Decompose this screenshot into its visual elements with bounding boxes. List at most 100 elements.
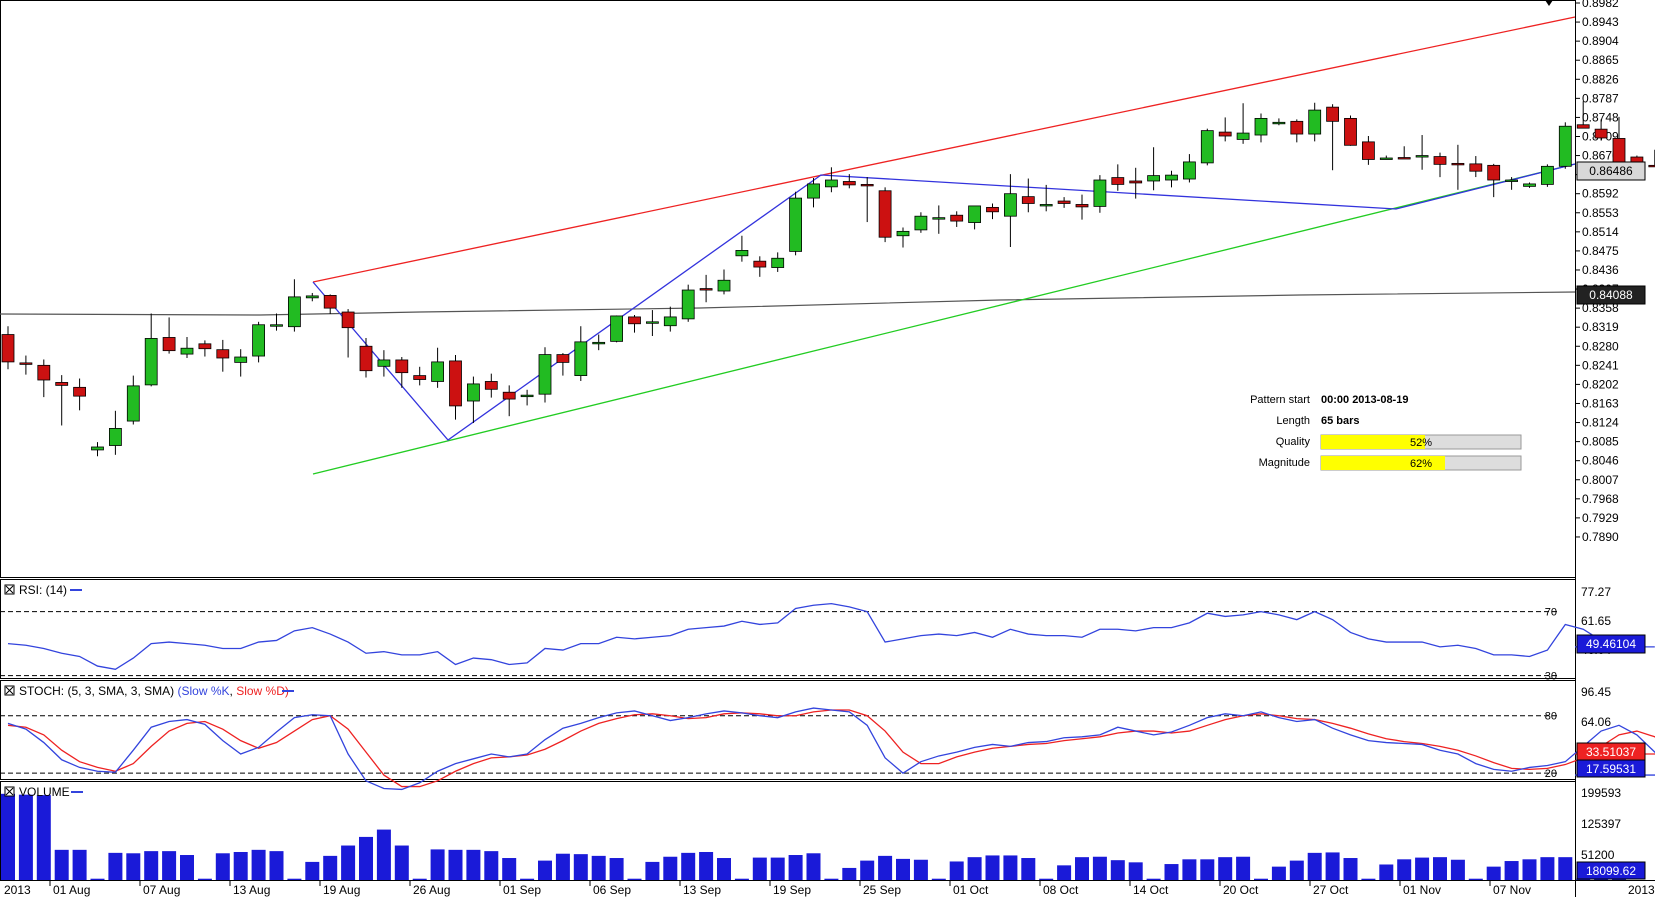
- candle-body: [323, 295, 337, 309]
- candle-body: [1, 334, 15, 363]
- candle-body: [1147, 175, 1160, 182]
- ma-path: [0, 291, 1576, 316]
- candle-body: [109, 428, 122, 446]
- price-tick-label: 0.8436: [1582, 263, 1619, 277]
- candle-body: [1004, 193, 1017, 217]
- stoch-title-prefix: STOCH: (5, 3, SMA, 3, SMA): [19, 684, 174, 698]
- volume-bar: [466, 849, 481, 880]
- volume-bar: [1397, 859, 1412, 880]
- candle-body: [126, 385, 140, 422]
- volume-bar: [896, 858, 910, 880]
- volume-bar: [1003, 855, 1018, 880]
- rsi-close-x-icon: [5, 585, 14, 594]
- quality-label: Quality: [1276, 436, 1311, 448]
- current-price-tag: 0.86486: [1576, 161, 1646, 181]
- volume-bar: [806, 853, 821, 880]
- price-tick-label: 0.8748: [1582, 110, 1619, 124]
- volume-bar: [788, 855, 803, 880]
- volume-bar: [1128, 862, 1143, 880]
- pattern-line: [312, 163, 1576, 441]
- candle-body: [180, 347, 194, 355]
- volume-tick-mid: 125397: [1581, 817, 1621, 831]
- price-tick-label: 0.8124: [1582, 416, 1619, 430]
- candle-body: [950, 214, 964, 222]
- rsi-current-tag: [1576, 634, 1646, 654]
- candle-body: [1165, 174, 1178, 181]
- volume-bar: [1110, 860, 1125, 880]
- x-tick-label: 01 Sep: [503, 883, 541, 897]
- current-price-label: 0.86486: [1589, 164, 1633, 178]
- x-tick-label: 25 Sep: [863, 883, 901, 897]
- stoch-tick-high: 96.45: [1581, 685, 1611, 699]
- volume-bar: [197, 878, 212, 880]
- candle-body: [1290, 120, 1304, 135]
- x-tick-label: 26 Aug: [413, 883, 450, 897]
- volume-bar: [717, 858, 731, 880]
- price-tick-label: 0.8787: [1582, 91, 1619, 105]
- volume-bar: [1200, 859, 1215, 880]
- candle-body: [1379, 157, 1393, 160]
- rsi-level-70-label: 70: [1545, 607, 1557, 619]
- rsi-line: [7, 602, 1655, 670]
- candle-body: [968, 205, 981, 223]
- candle-body: [1129, 180, 1143, 184]
- candle-body: [628, 316, 641, 325]
- x-tick-label: 01 Aug: [53, 883, 90, 897]
- volume-bar: [985, 855, 1000, 880]
- volume-bar: [54, 849, 69, 880]
- volume-bar: [609, 858, 624, 880]
- price-panel-frame: [0, 0, 1576, 578]
- volume-bar: [412, 878, 427, 880]
- price-tick-label: 0.8046: [1582, 454, 1619, 468]
- x-tick-label: 01 Oct: [953, 883, 989, 897]
- volume-bar: [860, 860, 875, 880]
- candle-body: [377, 359, 391, 367]
- price-tick-label: 0.8943: [1582, 15, 1619, 29]
- volume-bar: [323, 855, 338, 880]
- volume-bar: [627, 878, 642, 880]
- candle-body: [610, 315, 623, 342]
- volume-bar: [18, 794, 33, 880]
- candle-body: [305, 295, 319, 299]
- price-tick-label: 0.7890: [1582, 530, 1619, 544]
- magnitude-label: Magnitude: [1259, 457, 1310, 469]
- candle-body: [592, 341, 606, 345]
- volume-bar: [269, 851, 284, 880]
- candle-body: [270, 324, 283, 327]
- volume-bar: [1433, 857, 1447, 880]
- volume-bar: [770, 857, 785, 880]
- candle-body: [681, 289, 695, 320]
- stoch-k-line: [7, 707, 1655, 791]
- price-tick-label: 0.8553: [1582, 206, 1619, 220]
- moving-average-line: [0, 291, 1576, 316]
- volume-bar: [1182, 859, 1197, 880]
- volume-series: [1, 793, 1626, 880]
- stoch-close-x-icon: [5, 686, 14, 695]
- price-tick-label: 0.8241: [1582, 358, 1619, 372]
- volume-tick-high: 199593: [1581, 786, 1621, 800]
- volume-bar: [502, 858, 517, 880]
- rsi-panel: RSI: (14) 70 30 77.27 61.65 46.04 49.461…: [0, 583, 1655, 683]
- length-label: Length: [1276, 415, 1310, 427]
- volume-bar: [1415, 857, 1430, 880]
- volume-bar: [538, 860, 552, 880]
- candle-body: [1505, 179, 1518, 182]
- volume-bar: [108, 852, 123, 880]
- volume-title: VOLUME: [19, 785, 70, 799]
- candle-body: [1326, 106, 1339, 122]
- scroll-marker-icon[interactable]: [1545, 0, 1553, 6]
- x-tick-label: 07 Nov: [1493, 883, 1531, 897]
- candle-body: [144, 338, 158, 386]
- candle-body: [484, 381, 498, 390]
- volume-bar: [555, 853, 570, 880]
- candle-body: [1075, 204, 1089, 208]
- candle-body: [1433, 156, 1447, 165]
- price-tick-label: 0.8592: [1582, 187, 1619, 201]
- candle-body: [1541, 165, 1554, 185]
- volume-bar: [967, 857, 982, 880]
- volume-bar: [1504, 861, 1519, 880]
- x-tick-label: 07 Aug: [143, 883, 180, 897]
- stoch-tick-mid: 64.06: [1581, 715, 1611, 729]
- candle-body: [287, 296, 301, 328]
- stoch-panel-frame: [0, 680, 1576, 780]
